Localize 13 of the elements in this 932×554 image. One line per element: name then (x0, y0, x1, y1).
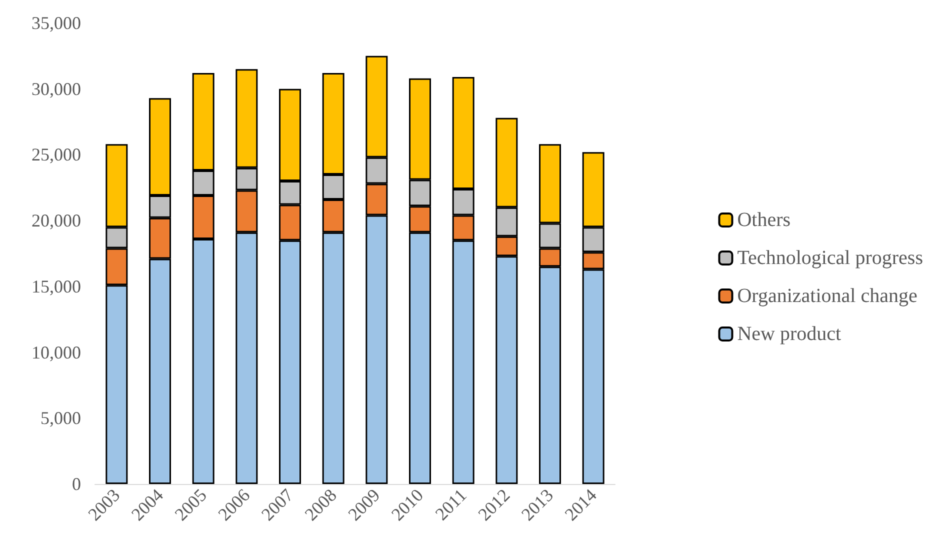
y-tick-label: 15,000 (32, 276, 81, 296)
legend-label: Technological progress (737, 247, 924, 269)
x-tick-label: 2011 (431, 484, 470, 524)
y-tick-label: 30,000 (32, 78, 81, 99)
y-tick-label: 20,000 (32, 210, 81, 231)
y-tick-label: 0 (72, 474, 81, 494)
legend-label: New product (737, 323, 842, 345)
y-tick-label: 35,000 (32, 13, 81, 33)
y-tick-label: 10,000 (32, 342, 81, 362)
y-tick-label: 5,000 (40, 408, 81, 428)
legend-label: Organizational change (737, 285, 918, 307)
y-tick-label: 25,000 (32, 144, 81, 165)
legend-label: Others (737, 209, 791, 231)
